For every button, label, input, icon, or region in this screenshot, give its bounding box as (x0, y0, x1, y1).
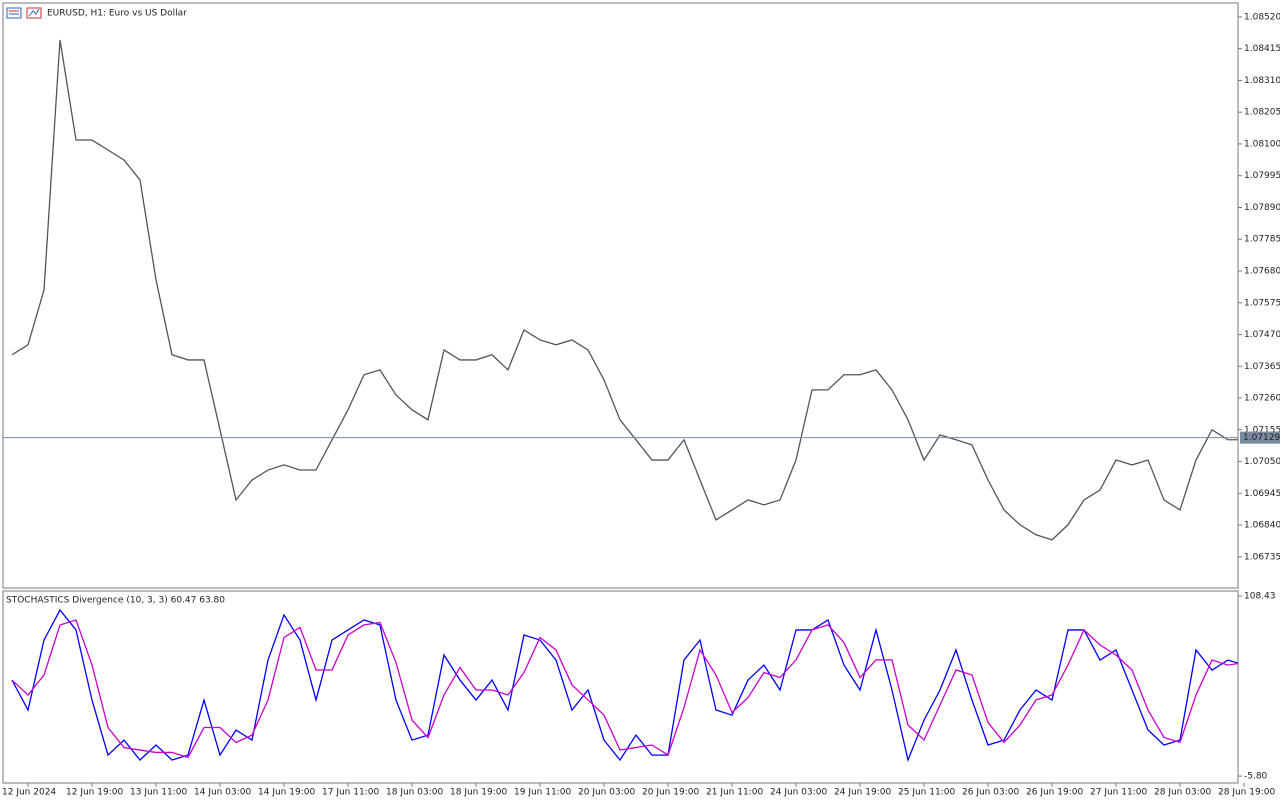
y-tick-label: 1.07680 (1244, 266, 1280, 276)
current-price-label: 1.07129 (1243, 433, 1280, 443)
x-tick-label: 28 Jun 19:00 (1218, 788, 1275, 798)
indicator-panel (2, 590, 1239, 784)
x-tick-label: 28 Jun 03:00 (1154, 788, 1211, 798)
x-tick-label: 21 Jun 11:00 (706, 788, 763, 798)
plot-area (11, 39, 1238, 541)
toolbar-icons (6, 7, 42, 19)
x-tick-label: 12 Jun 19:00 (66, 788, 123, 798)
x-tick-label: 20 Jun 19:00 (642, 788, 699, 798)
y-tick-label: 1.07575 (1244, 298, 1280, 308)
y-tick-label: 1.07890 (1244, 203, 1280, 213)
x-tick-label: 18 Jun 03:00 (386, 788, 443, 798)
indicator-title: STOCHASTICS Divergence (10, 3, 3) 60.47 … (6, 596, 225, 606)
chart-title: EURUSD, H1: Euro vs US Dollar (47, 9, 187, 19)
y-tick-label: 1.07785 (1244, 235, 1280, 245)
x-tick-label: 26 Jun 19:00 (1026, 788, 1083, 798)
y-tick-label: 1.08520 (1244, 12, 1280, 22)
price-line (11, 39, 1238, 541)
y-tick-label: 1.08205 (1244, 108, 1280, 118)
y-tick-label: 1.06840 (1244, 521, 1280, 531)
y-tick-label: 1.07995 (1244, 171, 1280, 181)
x-tick-label: 26 Jun 03:00 (962, 788, 1019, 798)
x-tick-label: 27 Jun 11:00 (1090, 788, 1147, 798)
y-tick-label: 1.06945 (1244, 489, 1280, 499)
y-tick-label: 1.07050 (1244, 457, 1280, 467)
x-tick-label: 12 Jun 2024 (2, 788, 56, 798)
x-tick-label: 24 Jun 03:00 (770, 788, 827, 798)
y-tick-label: 1.08310 (1244, 76, 1280, 86)
stoch-line (11, 619, 1238, 759)
y-tick-label: 1.07365 (1244, 362, 1280, 372)
y-tick-label: 1.07470 (1244, 330, 1280, 340)
x-tick-label: 17 Jun 11:00 (322, 788, 379, 798)
x-tick-label: 24 Jun 19:00 (834, 788, 891, 798)
price-panel (2, 2, 1239, 589)
x-tick-label: 20 Jun 03:00 (578, 788, 635, 798)
x-tick-label: 14 Jun 19:00 (258, 788, 315, 798)
x-tick-label: 25 Jun 11:00 (898, 788, 955, 798)
x-tick-label: 19 Jun 11:00 (514, 788, 571, 798)
y-tick-label: 1.08100 (1244, 139, 1280, 149)
y-tick-label: 1.06735 (1244, 552, 1280, 562)
y-tick-label: 1.07260 (1244, 394, 1280, 404)
x-tick-label: 18 Jun 19:00 (450, 788, 507, 798)
current-price-box (1240, 431, 1280, 444)
stoch-line (11, 608, 1238, 763)
x-tick-label: 13 Jun 11:00 (130, 788, 187, 798)
y-tick-label: 1.07155 (1244, 425, 1280, 435)
y-tick-label: 108.43 (1244, 591, 1276, 601)
y-tick-label: -5.80 (1244, 772, 1268, 782)
x-tick-label: 14 Jun 03:00 (194, 788, 251, 798)
plot-area (11, 608, 1238, 763)
y-tick-label: 1.08415 (1244, 44, 1280, 54)
